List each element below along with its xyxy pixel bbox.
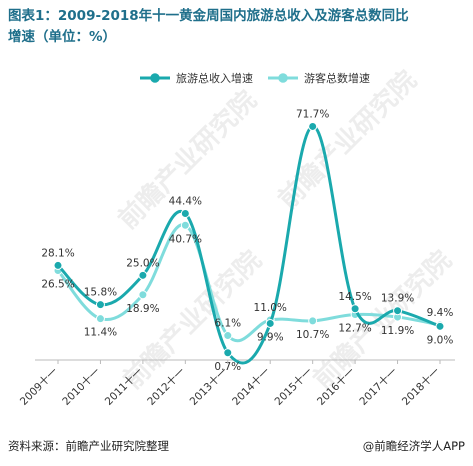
series-0-point [308,121,318,131]
data-label-series-0: 44.4% [169,195,202,207]
legend-label-1: 游客总数增速 [304,71,370,85]
series-0-point [138,270,148,280]
x-tick-label: 2011十一 [102,365,145,408]
source-note: 资料来源：前瞻产业研究院整理 [8,439,169,453]
data-label-layer: 28.1% 26.5% 15.8% 11.4% 25.0% 18.9% 44.4% 40.7%… [41,108,453,372]
series-0-point [393,306,403,316]
data-label-series-1: 10.7% [296,329,329,341]
series-0-point [180,208,190,218]
data-label-series-1: 6.1% [214,318,241,330]
data-label-series-1: 11.4% [84,327,117,339]
legend-marker-1 [278,73,288,83]
series-1-point [138,290,148,300]
data-label-series-1: 11.0% [254,302,287,314]
data-label-series-1: 26.5% [41,279,74,291]
x-tick-label: 2012十一 [145,365,188,408]
series-0-point [53,260,63,270]
series-0-point [350,304,360,314]
series-line-1 [56,223,441,343]
x-tick-label: 2015十一 [272,365,315,408]
series-1-point [223,331,233,341]
brand-note: @前瞻经济学人APP [362,439,465,453]
data-label-series-1: 40.7% [169,233,202,245]
chart-title: 图表1：2009-2018年十一黄金周国内旅游总收入及游客总数同比 增速（单位：… [8,6,466,48]
data-label-series-1: 11.9% [381,325,414,337]
series-1-point [308,316,318,326]
x-tick-label: 2009十一 [17,365,60,408]
data-label-series-1: 12.7% [338,323,371,335]
data-label-series-1: 18.9% [126,303,159,315]
series-0-point [223,348,233,358]
series-1-point [180,220,190,230]
series-0-point [265,318,275,328]
data-label-series-0: 28.1% [41,247,74,259]
data-label-series-0: 71.7% [296,108,329,120]
data-label-series-1: 9.4% [427,307,454,319]
series-layer [53,121,445,365]
x-tick-label: 2010十一 [60,365,103,408]
series-1-point [95,314,105,324]
x-tick-label: 2017十一 [357,365,400,408]
legend-label-0: 旅游总收入增速 [176,71,253,85]
data-label-series-0: 9.9% [257,331,284,343]
legend: 旅游总收入增速 游客总数增速 [140,71,370,85]
x-tick-label: 2018十一 [399,365,442,408]
data-label-series-0: 13.9% [381,293,414,305]
chart-title-line-2: 增速（单位：%） [8,29,117,45]
data-label-series-0: 9.0% [427,334,454,346]
data-label-series-0: 25.0% [126,257,159,269]
data-label-series-0: 14.5% [338,291,371,303]
chart-title-line-1: 图表1：2009-2018年十一黄金周国内旅游总收入及游客总数同比 [8,8,409,24]
data-label-series-0: 0.7% [214,361,241,373]
series-0-point [435,321,445,331]
legend-marker-0 [150,73,160,83]
series-0-point [95,300,105,310]
x-tick-label: 2016十一 [314,365,357,408]
data-label-series-0: 15.8% [84,287,117,299]
x-tick-label: 2013十一 [187,365,230,408]
